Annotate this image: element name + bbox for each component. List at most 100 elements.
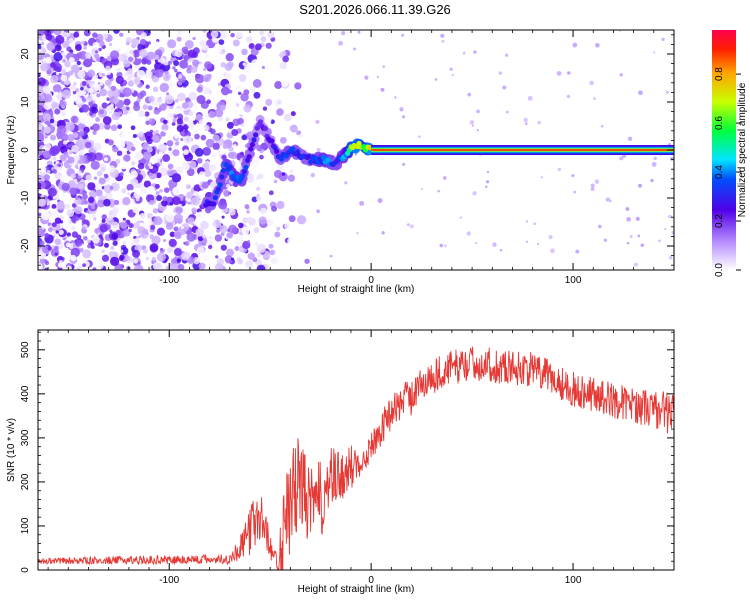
spectrogram-noise-cell (296, 215, 307, 225)
spectrogram-noise-cell (81, 226, 86, 231)
spectrogram-noise-cell (61, 40, 70, 48)
spectrogram-noise-cell (138, 131, 144, 137)
spectrogram-noise-cell (420, 188, 424, 191)
spectrogram-noise-cell (46, 69, 52, 75)
spectrogram-noise-cell (38, 175, 46, 183)
spectrogram-noise-cell (402, 162, 406, 166)
spectrogram-noise-cell (498, 71, 503, 75)
spectrogram-noise-cell (167, 247, 174, 254)
spectrogram-noise-cell (399, 107, 404, 112)
spectrogram-noise-cell (38, 246, 41, 251)
spectrogram-noise-cell (83, 235, 88, 241)
snr-y-label: SNR (10 * v/v) (6, 418, 17, 482)
spectrogram-noise-cell (172, 66, 176, 70)
spectrogram-noise-cell (658, 239, 661, 243)
spectrogram-noise-cell (153, 135, 159, 142)
spectrogram-noise-cell (171, 196, 181, 205)
spectrogram-noise-cell (282, 55, 289, 63)
spectrogram-noise-cell (106, 104, 115, 113)
spectrogram-noise-cell (600, 124, 604, 128)
ridge-core-cell (278, 156, 285, 162)
ridge-core-cell (220, 167, 226, 174)
spectrogram-noise-cell (167, 39, 177, 49)
spectrogram-noise-cell (242, 62, 247, 66)
spectrogram-noise-cell (142, 101, 147, 105)
spectrogram-noise-cell (165, 222, 174, 230)
spectrogram-noise-cell (162, 58, 170, 66)
spectrogram-noise-cell (183, 124, 189, 130)
spectrogram-noise-cell (198, 262, 206, 270)
spectrogram-noise-cell (195, 216, 203, 224)
spectrogram-noise-cell (316, 209, 320, 214)
spectrogram-noise-cell (183, 116, 189, 122)
spectrogram-noise-cell (72, 90, 77, 95)
spectrogram-noise-cell (174, 133, 180, 139)
snr-x-label: Height of straight line (km) (298, 584, 415, 595)
spectrogram-noise-cell (276, 200, 285, 210)
spectrogram-noise-cell (127, 80, 135, 87)
spectrogram-noise-cell (119, 254, 125, 260)
spectrogram-noise-cell (124, 75, 129, 79)
spectrogram-noise-cell (219, 150, 225, 155)
spectrogram-noise-cell (154, 97, 163, 106)
spectrogram-noise-cell (359, 200, 365, 206)
spectrogram-noise-cell (96, 93, 101, 98)
spectrogram-noise-cell (86, 210, 90, 214)
spectrogram-noise-cell (38, 182, 42, 189)
spectrogram-noise-cell (125, 41, 130, 46)
spectrogram-noise-cell (44, 135, 48, 139)
spectrogram-noise-cell (219, 104, 226, 111)
spectrogram-noise-cell (401, 33, 405, 37)
spectrogram-noise-cell (152, 208, 159, 214)
spectrogram-noise-cell (98, 177, 106, 185)
spectrogram-noise-cell (146, 146, 153, 153)
spectrogram-noise-cell (59, 154, 67, 162)
spectrogram-noise-cell (258, 216, 267, 225)
spectrogram-noise-cell (254, 242, 259, 246)
spectrogram-noise-cell (174, 107, 182, 115)
spectrogram-noise-cell (117, 124, 122, 130)
spectrogram-noise-cell (98, 109, 105, 115)
spectrogram-noise-cell (133, 191, 142, 199)
spectrogram-noise-cell (633, 262, 638, 267)
spectrogram-noise-cell (91, 106, 99, 114)
spectrogram-noise-cell (537, 120, 541, 125)
spectrogram-noise-cell (92, 235, 100, 244)
spectrogram-noise-cell (242, 217, 249, 224)
spectrogram-noise-cell (64, 203, 71, 210)
spectrogram-noise-cell (123, 98, 131, 106)
spectrogram-noise-cell (230, 257, 235, 261)
spectrogram-noise-cell (38, 52, 45, 61)
spectrogram-noise-cell (108, 251, 115, 257)
spectrogram-noise-cell (241, 48, 248, 56)
spectrogram-noise-cell (199, 39, 207, 47)
spectrogram-noise-cell (116, 67, 121, 73)
spectrogram-noise-cell (174, 49, 183, 58)
spectrogram-noise-cell (226, 248, 235, 257)
spectrogram-noise-cell (128, 223, 134, 229)
spectrogram-noise-cell (54, 91, 59, 95)
spectrogram-noise-cell (39, 154, 45, 160)
spectrogram-noise-cell (248, 43, 255, 50)
spectrogram-noise-cell (287, 174, 296, 182)
spectrogram-noise-cell (71, 64, 80, 74)
spectrogram-noise-cell (67, 144, 72, 148)
spectrogram-noise-cell (51, 101, 59, 109)
spectrogram-noise-cell (260, 36, 267, 42)
spectrogram-noise-cell (221, 215, 225, 219)
spectrogram-noise-cell (304, 258, 310, 264)
spectrogram-noise-cell (130, 170, 138, 179)
spectrogram-noise-cell (115, 75, 124, 85)
spectrogram-noise-cell (168, 251, 176, 259)
spectrogram-noise-cell (263, 116, 272, 125)
spectrogram-noise-cell (163, 187, 170, 193)
spectrogram-noise-cell (166, 209, 171, 215)
spectrogram-noise-cell (220, 86, 230, 96)
spectrogram-noise-cell (120, 132, 126, 138)
spectrogram-noise-cell (74, 206, 83, 215)
spectrogram-noise-cell (123, 154, 131, 162)
spectrogram-noise-cell (87, 69, 96, 78)
spectrogram-noise-cell (289, 103, 294, 108)
spectrogram-noise-cell (174, 98, 179, 103)
